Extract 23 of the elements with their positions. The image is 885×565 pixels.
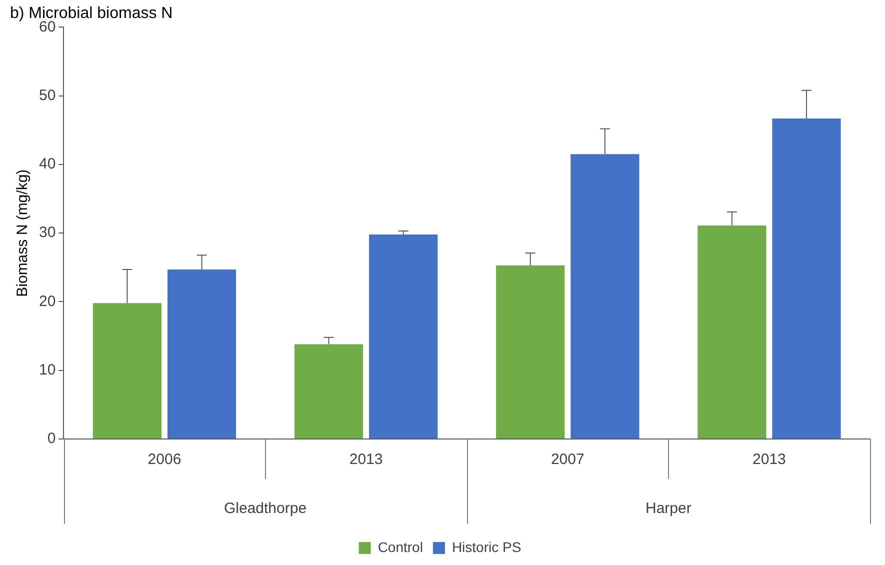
y-tick-label: 50: [38, 86, 56, 104]
bar: [369, 234, 438, 438]
bar: [698, 226, 766, 438]
x-tick-label: 2013: [349, 451, 383, 468]
bar: [570, 154, 640, 438]
y-tick-label: 40: [38, 156, 56, 173]
y-tick-label: 10: [38, 362, 56, 379]
y-axis-title: Biomass N (mg/kg): [14, 169, 32, 297]
bar: [496, 265, 565, 438]
text: Gleadthorpe: [224, 500, 307, 518]
bar: [294, 344, 364, 438]
x-tick-label: 2013: [752, 451, 786, 468]
legend-label: Historic PS: [452, 538, 522, 555]
bar: [167, 269, 236, 438]
text: Harper: [645, 500, 692, 518]
x-tick-label: 2006: [148, 451, 182, 468]
y-tick-label: 20: [38, 292, 56, 310]
bar: [92, 303, 162, 438]
bar: [772, 118, 841, 438]
y-tick-label: 0: [47, 430, 56, 448]
y-tick-label: 30: [38, 224, 56, 242]
legend-label: Control: [378, 538, 423, 555]
x-tick-label: 2007: [550, 451, 584, 468]
